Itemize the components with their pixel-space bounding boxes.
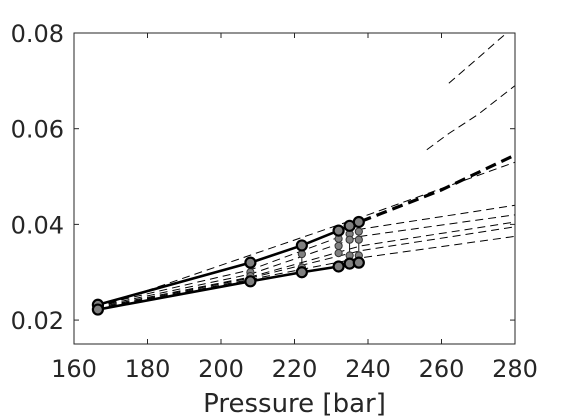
data-point [352,256,365,269]
data-point [352,215,365,229]
x-tick-label: 160 [51,355,97,383]
x-tick-label: 260 [419,355,465,383]
x-tick-label: 180 [125,355,171,383]
x-tick-label: 280 [492,355,538,383]
x-axis-title: Pressure [bar] [203,389,386,419]
marker-group [91,256,365,316]
data-point [332,260,345,273]
y-tick-label: 0.06 [11,116,64,144]
marker-group [246,227,363,281]
x-tick-label: 240 [345,355,391,383]
series-8 [95,214,515,308]
x-tick-label: 200 [198,355,244,383]
data-point [244,275,257,288]
data-point [91,303,104,316]
y-tick-label: 0.04 [11,211,64,239]
x-tick-label: 220 [272,355,318,383]
series-line [360,153,515,224]
data-point [354,235,363,244]
series-line [95,161,515,309]
data-point [295,239,308,252]
series-line [95,214,515,308]
tick-layer: 160 180 200 220 240 260 280 0.02 0.04 0.06 0.08 [11,20,538,383]
series-5 [426,85,515,151]
series-6 [448,33,508,84]
data-point [354,227,363,236]
series-line [426,85,515,151]
y-tick-label: 0.08 [11,20,64,48]
data-point [334,248,343,258]
data-point [295,266,308,279]
series-line [95,226,515,310]
series-9 [95,221,515,309]
series-7 [95,204,515,307]
series-10 [95,226,515,310]
series-line [95,204,515,307]
series-3 [360,153,515,224]
data-point [244,256,257,269]
series-line [448,33,508,84]
series-layer [91,33,515,316]
series-line [95,221,515,309]
series-4 [95,161,515,309]
data-point [334,241,343,251]
marker-group [91,219,356,311]
data-point [332,224,345,237]
marker-group [352,215,365,229]
y-tick-label: 0.02 [11,307,64,335]
data-point [345,235,354,244]
